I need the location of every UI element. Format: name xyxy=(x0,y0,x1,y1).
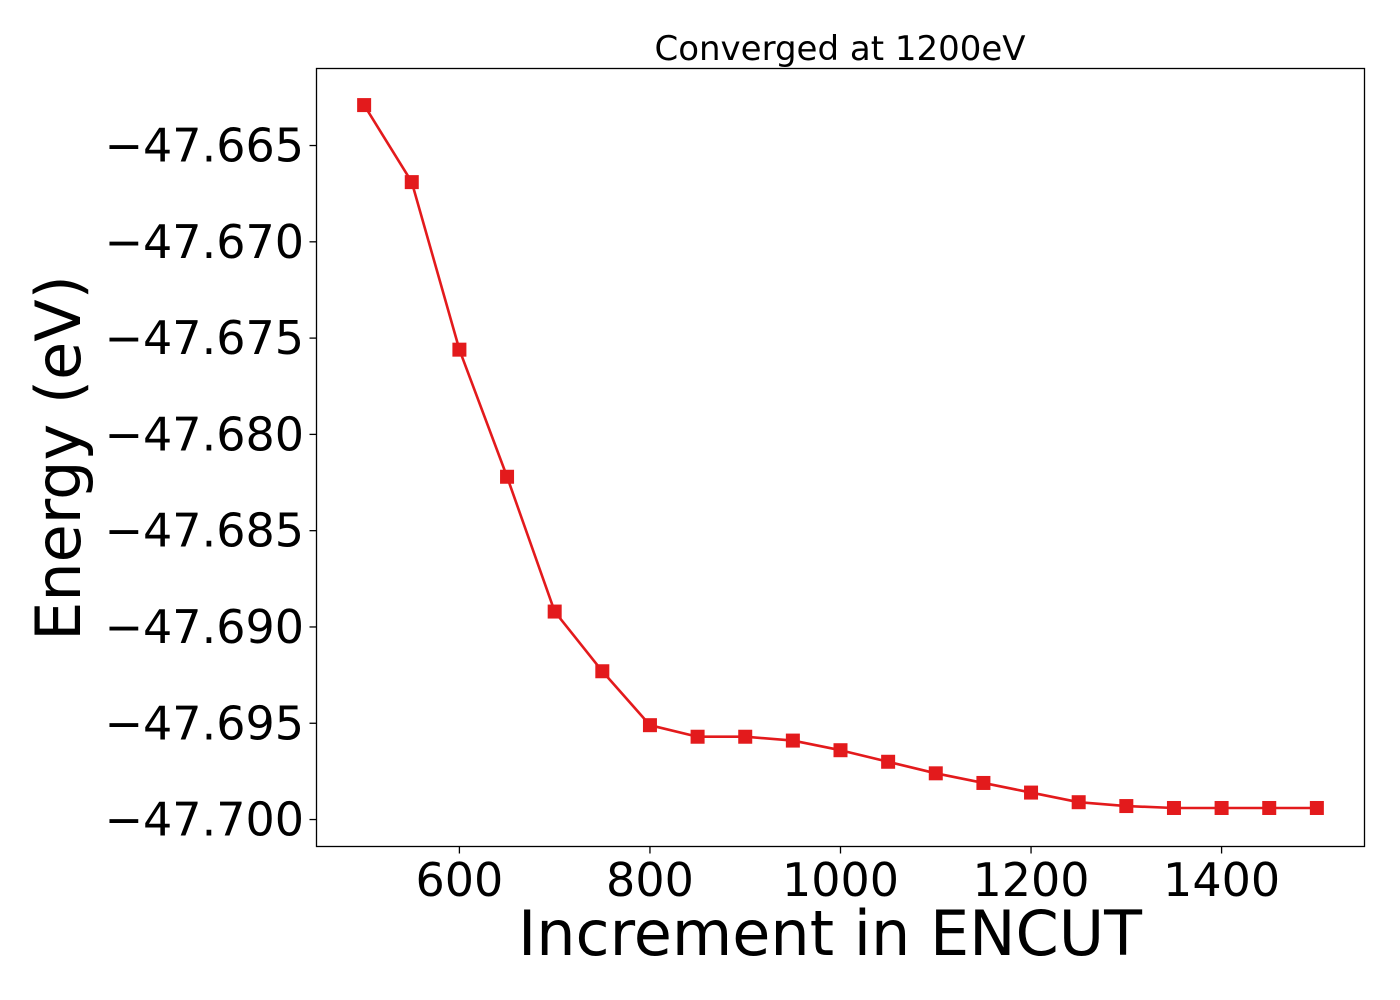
x-tick-label: 1200 xyxy=(973,853,1090,907)
data-point-marker xyxy=(881,754,896,769)
plot-frame xyxy=(315,67,1366,848)
data-point-marker xyxy=(976,775,991,790)
plot-area xyxy=(357,98,1324,815)
series-line xyxy=(363,104,1317,810)
y-tick-label: −47.695 xyxy=(105,696,305,750)
y-tick-label: −47.680 xyxy=(105,407,305,461)
data-point-marker xyxy=(785,733,800,748)
data-point-marker xyxy=(833,743,848,758)
y-axis-label: Energy (eV) xyxy=(22,275,95,641)
data-point-marker xyxy=(547,604,562,619)
chart-title: Converged at 1200eV xyxy=(654,29,1025,69)
data-point-marker xyxy=(1071,795,1086,810)
y-tick-label: −47.690 xyxy=(105,600,305,654)
axis-ticks: 600 800 1000 1200 1400 −47.665 −47.670 −47.675 −… xyxy=(105,119,1281,907)
x-axis-label: Increment in ENCUT xyxy=(518,897,1143,970)
data-point-marker xyxy=(928,766,943,781)
y-tick-label: −47.685 xyxy=(105,504,305,558)
data-point-marker xyxy=(1119,799,1134,814)
data-point-marker xyxy=(690,729,705,744)
x-tick-label: 1400 xyxy=(1163,853,1280,907)
data-point-marker xyxy=(357,98,372,113)
y-tick-label: −47.665 xyxy=(105,119,305,173)
x-tick-label: 1000 xyxy=(782,853,899,907)
data-point-marker xyxy=(452,342,467,357)
x-tick-label: 800 xyxy=(606,853,694,907)
data-point-marker xyxy=(1166,800,1181,815)
y-tick-label: −47.670 xyxy=(105,215,305,269)
data-point-marker xyxy=(1309,800,1324,815)
data-point-marker xyxy=(738,729,753,744)
data-point-marker xyxy=(595,664,610,679)
data-point-marker xyxy=(404,175,419,190)
data-point-marker xyxy=(500,469,515,484)
data-point-marker xyxy=(1024,785,1039,800)
y-tick-label: −47.700 xyxy=(105,793,305,847)
y-tick-label: −47.675 xyxy=(105,311,305,365)
data-point-marker xyxy=(1262,800,1277,815)
data-point-marker xyxy=(1214,800,1229,815)
x-tick-label: 600 xyxy=(416,853,504,907)
data-point-marker xyxy=(642,718,657,733)
